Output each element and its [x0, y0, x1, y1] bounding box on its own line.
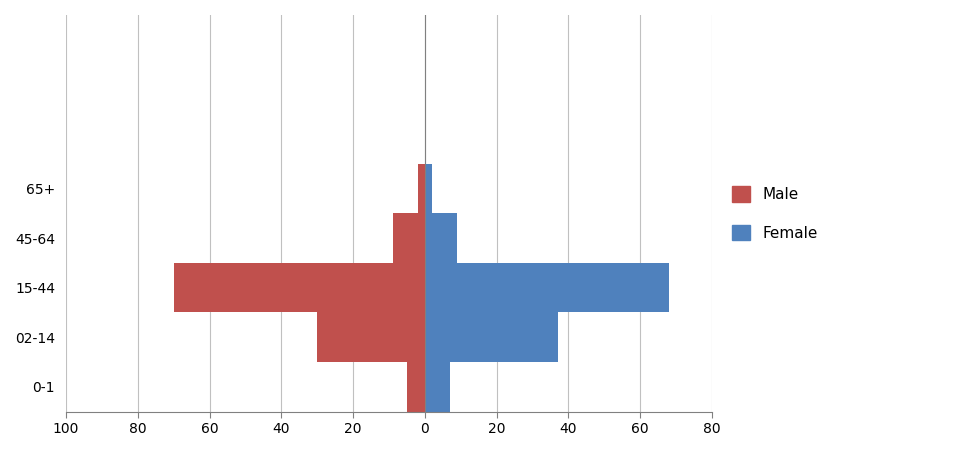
Bar [407, 362, 425, 412]
Bar [318, 313, 425, 362]
Bar [425, 362, 450, 412]
Bar [425, 213, 457, 263]
Bar [425, 313, 558, 362]
Bar [393, 213, 425, 263]
Bar [174, 263, 425, 313]
Bar [418, 164, 425, 213]
Bar [425, 164, 432, 213]
Legend: Male, Female: Male, Female [726, 180, 825, 247]
Bar [425, 263, 669, 313]
